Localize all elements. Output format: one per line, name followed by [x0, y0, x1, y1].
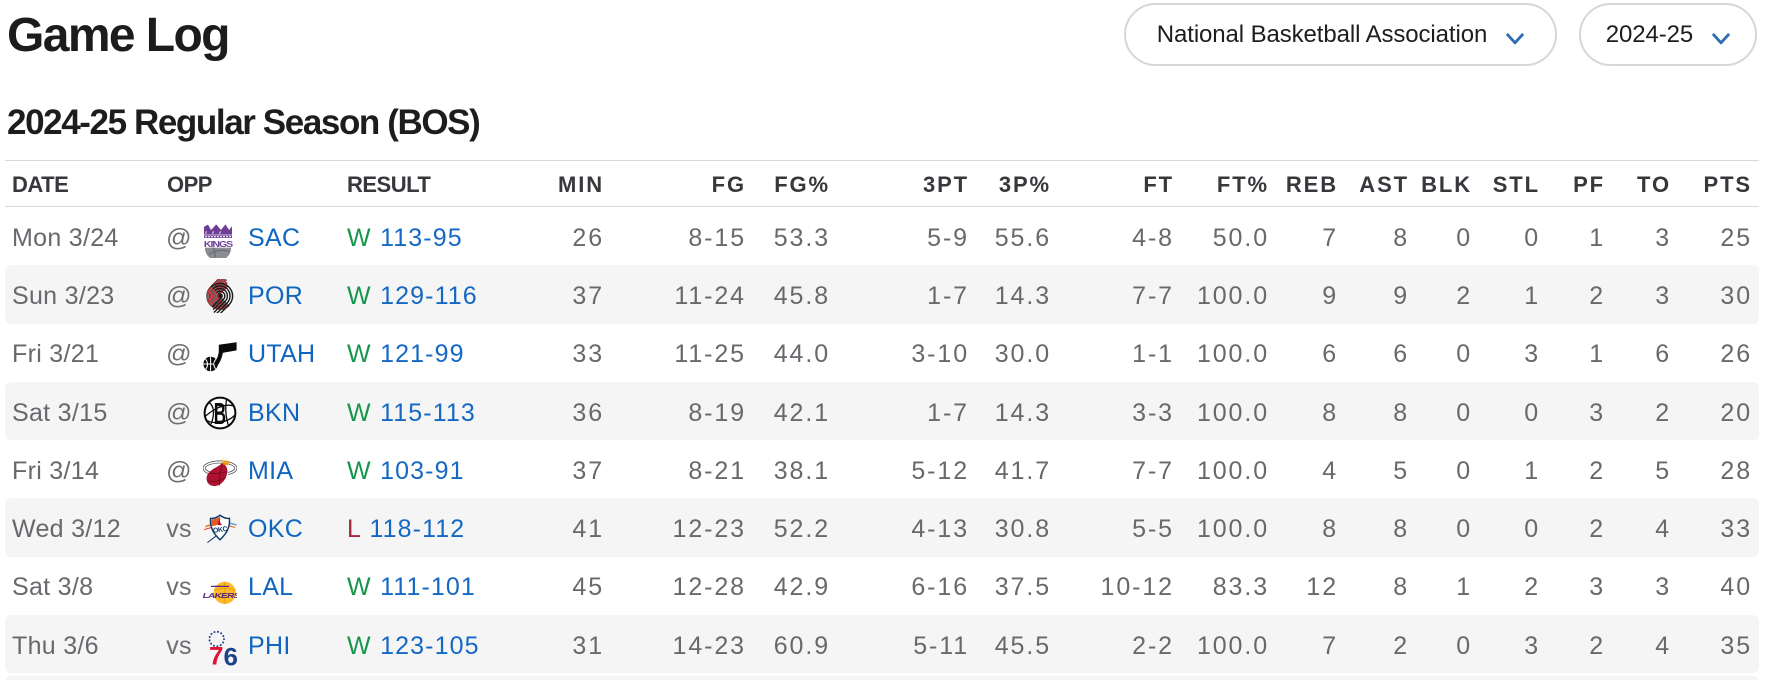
svg-text:B: B [214, 397, 226, 430]
svg-text:7: 7 [209, 643, 224, 667]
svg-text:LAKERS: LAKERS [203, 591, 237, 600]
svg-text:KINGS: KINGS [204, 240, 233, 250]
svg-text:6: 6 [223, 644, 237, 667]
svg-text:OKC: OKC [213, 526, 229, 535]
